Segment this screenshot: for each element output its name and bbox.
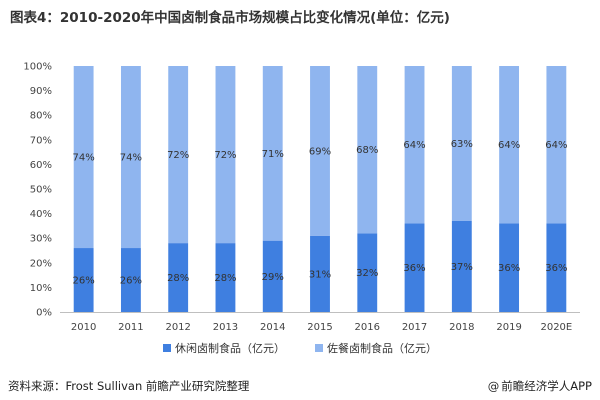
bar-snack-2020E	[546, 223, 567, 312]
bar-dish-2012	[168, 66, 189, 244]
bar-dish-2014	[262, 66, 283, 241]
x-tick-label: 2019	[496, 322, 521, 333]
brand-name: 前瞻经济学人APP	[501, 379, 592, 393]
x-tick-label: 2017	[402, 322, 427, 333]
bar-snack-2010	[73, 248, 94, 312]
data-label: 32%	[356, 268, 378, 279]
data-label: 26%	[73, 276, 95, 287]
data-label: 31%	[309, 269, 331, 280]
data-label: 28%	[214, 273, 236, 284]
y-tick-label: 40%	[30, 209, 52, 220]
source-note: 资料来源：Frost Sullivan 前瞻产业研究院整理	[8, 379, 250, 393]
bar-dish-2010	[73, 66, 94, 249]
data-label: 68%	[356, 145, 378, 156]
x-tick-label: 2015	[307, 322, 332, 333]
bar-dish-2018	[451, 66, 472, 221]
y-tick-label: 10%	[30, 283, 52, 294]
data-label: 64%	[545, 140, 567, 151]
data-label: 71%	[262, 149, 284, 160]
bar-snack-2019	[499, 223, 520, 312]
x-tick-label: 2012	[165, 322, 190, 333]
data-label: 26%	[120, 276, 142, 287]
data-label: 36%	[498, 263, 520, 274]
data-label: 72%	[214, 150, 236, 161]
y-tick-label: 90%	[30, 86, 52, 97]
x-tick-label: 2018	[449, 322, 474, 333]
y-tick-label: 20%	[30, 258, 52, 269]
data-label: 64%	[498, 140, 520, 151]
bar-dish-2011	[120, 66, 141, 249]
bar-dish-2020E	[546, 66, 567, 224]
data-label: 64%	[403, 140, 425, 151]
bar-snack-2016	[357, 233, 378, 312]
bar-snack-2012	[168, 243, 189, 312]
bar-snack-2015	[310, 235, 330, 312]
x-tick-label: 2011	[118, 322, 143, 333]
x-tick-label: 2013	[213, 322, 238, 333]
legend-label: 佐餐卤制食品（亿元）	[327, 341, 437, 355]
legend-label: 休闲卤制食品（亿元）	[175, 341, 285, 355]
x-tick-label: 2016	[355, 322, 380, 333]
x-tick-label: 2014	[260, 322, 285, 333]
bar-snack-2011	[120, 248, 141, 312]
y-tick-label: 50%	[30, 185, 52, 196]
data-label: 36%	[403, 263, 425, 274]
data-label: 74%	[73, 153, 95, 164]
y-tick-label: 60%	[30, 160, 52, 171]
data-label: 74%	[120, 153, 142, 164]
data-label: 36%	[545, 263, 567, 274]
bar-dish-2016	[357, 66, 378, 234]
bar-snack-2014	[262, 240, 283, 312]
bar-dish-2017	[404, 66, 425, 224]
bar-dish-2019	[499, 66, 520, 224]
data-label: 37%	[451, 262, 473, 273]
bar-snack-2017	[404, 223, 425, 312]
data-label: 28%	[167, 273, 189, 284]
bar-snack-2018	[451, 220, 472, 312]
data-label: 63%	[451, 139, 473, 150]
y-tick-label: 80%	[30, 111, 52, 122]
y-tick-label: 70%	[30, 135, 52, 146]
bar-dish-2015	[310, 66, 330, 236]
x-tick-label: 2020E	[540, 322, 572, 333]
legend-swatch	[163, 344, 171, 352]
y-tick-label: 100%	[23, 62, 52, 73]
data-label: 69%	[309, 146, 331, 157]
bar-snack-2013	[215, 243, 236, 312]
brand-credit: @ 前瞻经济学人APP	[488, 378, 592, 394]
legend-swatch	[315, 344, 323, 352]
chart-title: 图表4：2010-2020年中国卤制食品市场规模占比变化情况(单位：亿元)	[10, 10, 450, 26]
data-label: 29%	[262, 272, 284, 283]
x-tick-label: 2010	[71, 322, 96, 333]
y-tick-label: 30%	[30, 234, 52, 245]
bar-dish-2013	[215, 66, 236, 244]
data-label: 72%	[167, 150, 189, 161]
at-icon: @	[487, 379, 500, 393]
y-tick-label: 0%	[36, 308, 52, 319]
